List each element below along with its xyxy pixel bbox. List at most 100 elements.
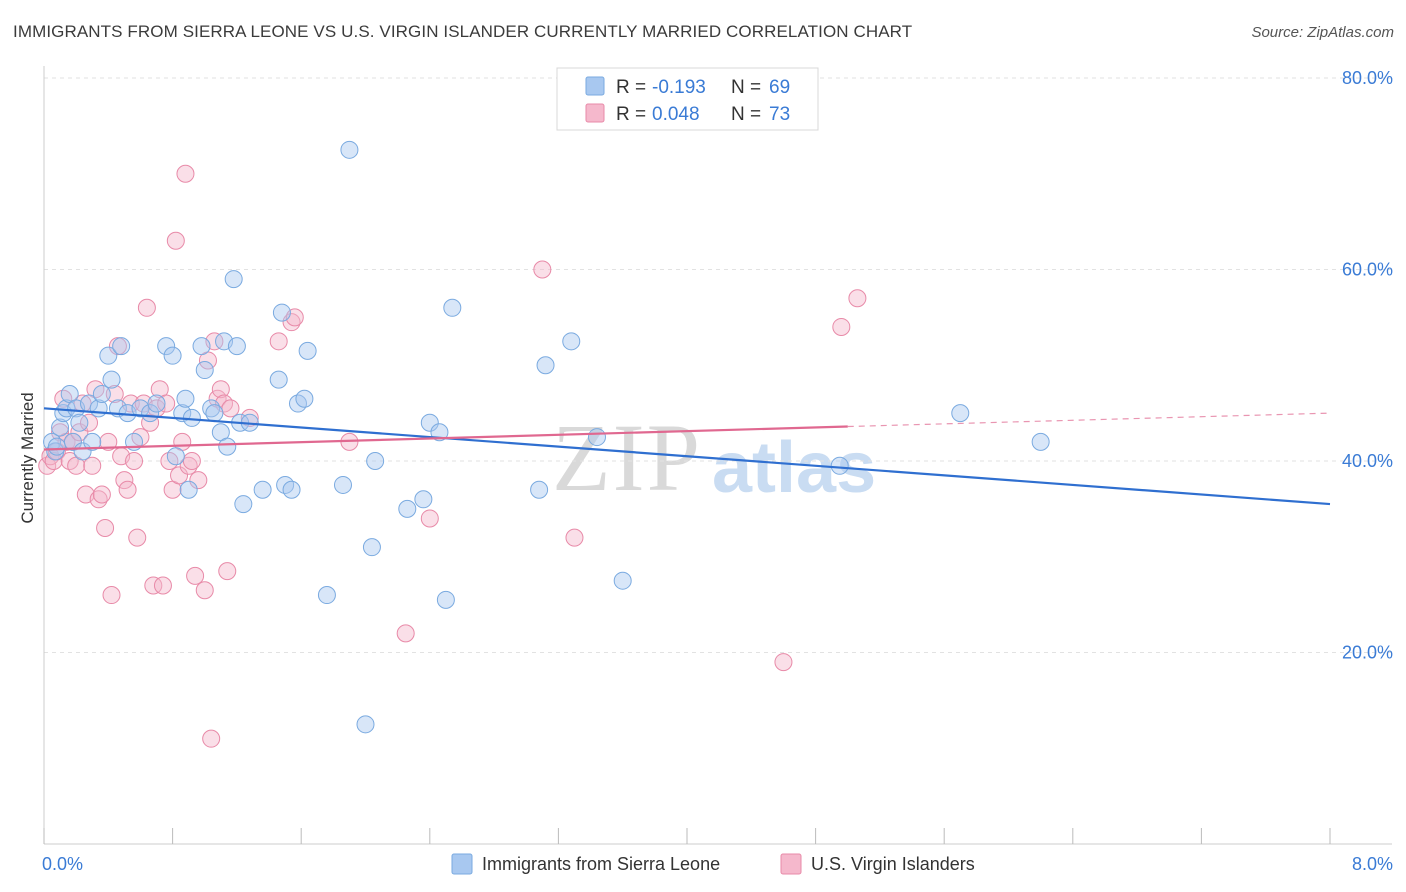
data-point-virgin-islanders (221, 399, 240, 418)
data-point-sierra-leone (147, 394, 166, 413)
data-point-sierra-leone (272, 303, 291, 322)
legend-n-value-pink: 73 (769, 104, 790, 125)
bottom-legend-label-sierra-leone: Immigrants from Sierra Leone (482, 854, 720, 874)
data-point-virgin-islanders (774, 653, 793, 672)
data-point-virgin-islanders (282, 313, 301, 332)
data-point-virgin-islanders (179, 456, 198, 475)
trend-line-virgin-islanders-extension (847, 412, 1331, 428)
legend-n-value-blue: 69 (769, 77, 790, 98)
data-point-virgin-islanders (396, 624, 415, 643)
data-point-virgin-islanders (533, 260, 552, 279)
data-point-sierra-leone (562, 332, 581, 351)
data-point-sierra-leone (51, 418, 70, 437)
data-point-sierra-leone (356, 715, 375, 734)
data-point-sierra-leone (47, 437, 66, 456)
legend-swatch-pink (585, 103, 605, 123)
data-point-virgin-islanders (99, 432, 118, 451)
data-point-sierra-leone (295, 389, 314, 408)
data-point-virgin-islanders (186, 566, 205, 585)
data-point-virgin-islanders (144, 576, 163, 595)
data-point-sierra-leone (951, 404, 970, 423)
data-point-sierra-leone (317, 586, 336, 605)
y-tick-label: 40.0% (1342, 451, 1393, 471)
data-point-virgin-islanders (137, 298, 156, 317)
data-point-sierra-leone (157, 337, 176, 356)
data-point-sierra-leone (587, 428, 606, 447)
data-point-sierra-leone (1031, 432, 1050, 451)
source-credit: Source: ZipAtlas.com (1251, 24, 1394, 41)
data-point-sierra-leone (536, 356, 555, 375)
page-title: IMMIGRANTS FROM SIERRA LEONE VS U.S. VIR… (13, 22, 913, 41)
data-point-sierra-leone (398, 499, 417, 518)
data-point-virgin-islanders (176, 164, 195, 183)
data-point-virgin-islanders (240, 408, 259, 427)
data-point-virgin-islanders (125, 452, 144, 470)
data-point-virgin-islanders (269, 332, 288, 351)
bottom-legend-label-virgin-islanders: U.S. Virgin Islanders (811, 854, 975, 874)
legend-r-label: R = (616, 104, 646, 125)
data-point-sierra-leone (530, 480, 549, 499)
data-point-virgin-islanders (105, 384, 124, 403)
x-tick-label: 8.0% (1352, 854, 1393, 874)
data-point-virgin-islanders (115, 471, 134, 490)
trend-line-sierra-leone (43, 407, 1331, 506)
data-point-virgin-islanders (83, 456, 102, 475)
bottom-legend-swatch-blue (451, 853, 473, 875)
series-sierra-leone (43, 140, 1050, 734)
data-point-sierra-leone (253, 480, 272, 499)
data-point-virgin-islanders (170, 466, 189, 485)
data-point-virgin-islanders (157, 394, 176, 413)
data-point-sierra-leone (70, 413, 89, 432)
data-point-virgin-islanders (166, 231, 185, 250)
legend-r-label: R = (616, 77, 646, 98)
data-point-virgin-islanders (44, 452, 63, 470)
data-point-virgin-islanders (195, 581, 214, 600)
trend-lines (43, 407, 1331, 506)
data-point-sierra-leone (298, 341, 317, 360)
data-point-sierra-leone (282, 480, 301, 499)
data-point-virgin-islanders (89, 490, 108, 509)
data-point-virgin-islanders (182, 452, 201, 470)
data-point-sierra-leone (234, 495, 253, 514)
data-point-sierra-leone (436, 590, 455, 609)
data-point-virgin-islanders (80, 413, 99, 432)
data-point-sierra-leone (366, 452, 385, 470)
data-point-virgin-islanders (848, 289, 867, 308)
bottom-legend-swatch-pink (780, 853, 802, 875)
data-point-sierra-leone (443, 298, 462, 317)
data-point-virgin-islanders (832, 317, 851, 336)
legend-swatch-blue (585, 76, 605, 96)
data-point-virgin-islanders (202, 729, 221, 748)
data-point-sierra-leone (414, 490, 433, 509)
data-point-virgin-islanders (128, 528, 147, 547)
bottom-legend: Immigrants from Sierra Leone U.S. Virgin… (451, 853, 975, 875)
data-point-sierra-leone (420, 413, 439, 432)
data-point-virgin-islanders (565, 528, 584, 547)
y-tick-label: 80.0% (1342, 68, 1393, 88)
x-tick-labels: 0.0% 8.0% (42, 854, 1393, 874)
data-point-sierra-leone (99, 346, 118, 365)
data-point-sierra-leone (340, 140, 359, 159)
data-point-virgin-islanders (420, 509, 439, 528)
data-point-virgin-islanders (218, 562, 237, 581)
data-point-sierra-leone (224, 270, 243, 289)
data-point-sierra-leone (166, 447, 185, 466)
y-tick-label: 20.0% (1342, 643, 1393, 663)
legend-n-label: N = (731, 77, 761, 98)
y-tick-label: 60.0% (1342, 260, 1393, 280)
data-point-sierra-leone (176, 389, 195, 408)
legend-n-label: N = (731, 104, 761, 125)
data-point-virgin-islanders (153, 576, 172, 595)
grid (44, 77, 1392, 653)
data-point-sierra-leone (269, 370, 288, 389)
data-point-sierra-leone (102, 370, 121, 389)
data-point-sierra-leone (218, 437, 237, 456)
data-point-sierra-leone (830, 456, 849, 475)
series-us-virgin-islanders (38, 164, 867, 748)
data-point-virgin-islanders (102, 586, 121, 605)
data-point-sierra-leone (205, 404, 224, 423)
data-point-virgin-islanders (92, 485, 111, 504)
data-point-sierra-leone (63, 432, 82, 451)
axes (43, 66, 1392, 845)
